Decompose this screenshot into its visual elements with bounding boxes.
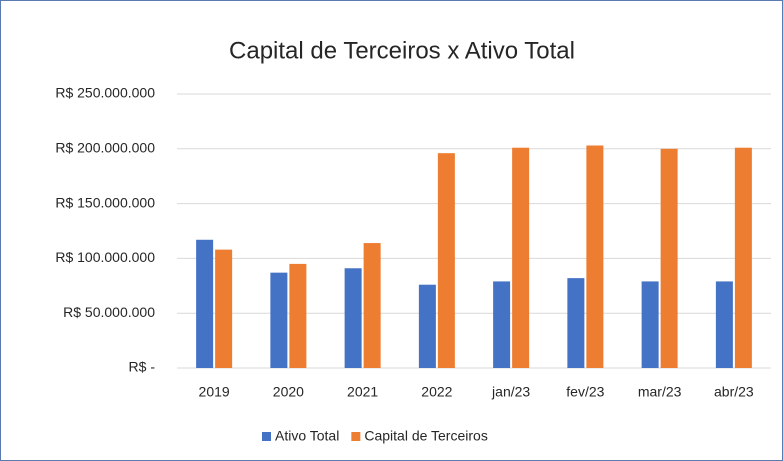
x-tick-label: abr/23 — [714, 384, 754, 400]
y-tick-label: R$ 200.000.000 — [55, 140, 155, 156]
bar — [586, 145, 604, 368]
legend-label: Capital de Terceiros — [364, 428, 487, 444]
bar — [493, 281, 511, 368]
bar — [215, 249, 233, 368]
bar — [512, 147, 530, 368]
bar — [734, 147, 752, 368]
y-tick-label: R$ 250.000.000 — [55, 85, 155, 101]
x-tick-label: 2022 — [421, 384, 452, 400]
x-tick-label: 2021 — [347, 384, 378, 400]
y-tick-label: R$ 50.000.000 — [63, 304, 155, 320]
chart-title: Capital de Terceiros x Ativo Total — [229, 37, 575, 64]
y-tick-label: R$ 150.000.000 — [55, 194, 155, 210]
x-tick-label: mar/23 — [638, 384, 682, 400]
y-tick-label: R$ 100.000.000 — [55, 249, 155, 265]
bar — [715, 281, 733, 368]
bar — [270, 272, 288, 368]
bar — [660, 148, 678, 368]
bar — [567, 278, 585, 368]
legend-swatch — [351, 432, 361, 441]
bar — [289, 263, 307, 368]
x-tick-label: 2020 — [273, 384, 304, 400]
x-tick-label: 2019 — [199, 384, 230, 400]
legend-swatch — [262, 432, 271, 441]
bar — [641, 281, 659, 368]
bar — [363, 243, 381, 368]
legend-label: Ativo Total — [275, 428, 339, 444]
bar — [196, 239, 214, 368]
x-tick-label: fev/23 — [566, 384, 604, 400]
bar — [418, 284, 436, 368]
bar — [437, 153, 455, 368]
x-tick-label: jan/23 — [491, 384, 530, 400]
y-tick-label: R$ - — [129, 359, 156, 375]
bar — [344, 268, 362, 368]
